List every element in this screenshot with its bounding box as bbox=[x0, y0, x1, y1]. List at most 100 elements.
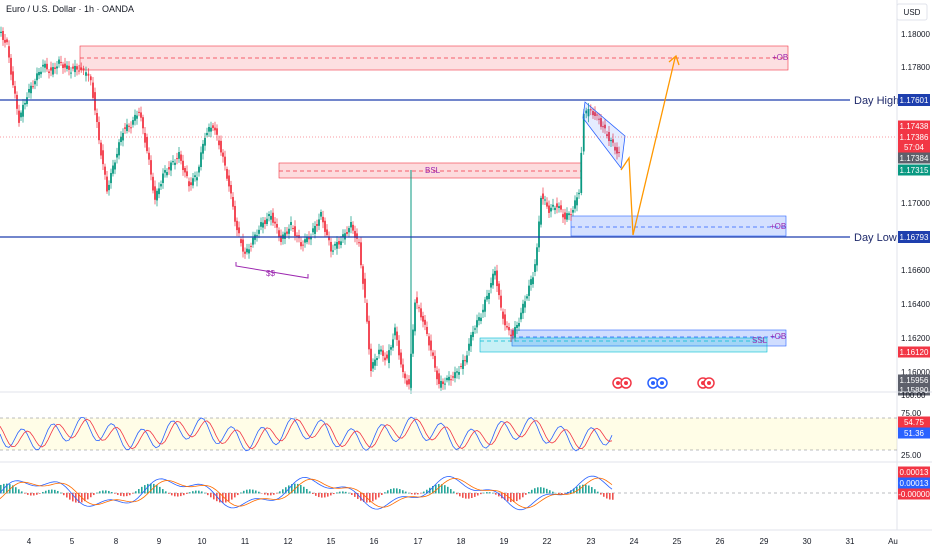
macd-histogram-bar bbox=[330, 493, 332, 496]
macd-histogram-bar bbox=[471, 493, 473, 499]
macd-histogram-bar bbox=[255, 490, 257, 494]
candle-body bbox=[618, 152, 620, 154]
rsi-value: 54.75 bbox=[904, 418, 925, 427]
candle-body bbox=[592, 111, 594, 116]
macd-histogram-bar bbox=[435, 484, 437, 494]
candle-body bbox=[522, 303, 524, 314]
candle-body bbox=[154, 186, 156, 200]
price-tag-value: 57:04 bbox=[904, 143, 925, 152]
macd-histogram-bar bbox=[42, 491, 44, 494]
key-level-value: 1.17601 bbox=[900, 96, 929, 105]
macd-histogram-bar bbox=[357, 493, 359, 499]
candle-body bbox=[520, 312, 522, 320]
y-tick-label: 1.17800 bbox=[901, 63, 930, 72]
macd-histogram-bar bbox=[405, 491, 407, 494]
macd-histogram-bar bbox=[198, 490, 200, 494]
candle-body bbox=[178, 152, 180, 159]
macd-histogram-bar bbox=[132, 493, 134, 494]
macd-histogram-bar bbox=[411, 493, 413, 495]
candle-body bbox=[554, 207, 556, 211]
macd-histogram-bar bbox=[168, 493, 170, 494]
candle-body bbox=[136, 115, 138, 119]
macd-value-tag bbox=[898, 477, 930, 489]
macd-histogram-bar bbox=[381, 493, 383, 495]
candle-body bbox=[70, 72, 72, 74]
macd-histogram-bar bbox=[507, 493, 509, 502]
candle-body bbox=[350, 222, 352, 228]
macd-histogram-bar bbox=[528, 491, 530, 494]
candle-body bbox=[274, 221, 276, 224]
candle-body bbox=[404, 373, 406, 379]
candle-body bbox=[232, 197, 234, 207]
x-tick-label: 4 bbox=[27, 537, 32, 546]
macd-histogram-bar bbox=[579, 485, 581, 494]
macd-value-tag bbox=[898, 466, 930, 478]
macd-histogram-bar bbox=[375, 493, 377, 500]
candle-body bbox=[446, 377, 448, 381]
candle-body bbox=[150, 160, 152, 175]
x-tick-label: 16 bbox=[370, 537, 379, 546]
macd-histogram-bar bbox=[321, 493, 323, 498]
key-level-label: Day High bbox=[854, 95, 899, 107]
candle-body bbox=[242, 239, 244, 252]
calendar-event-dot-icon bbox=[660, 381, 664, 385]
macd-histogram-bar bbox=[324, 493, 326, 498]
flag-channel bbox=[582, 101, 626, 170]
macd-histogram-bar bbox=[540, 487, 542, 494]
candle-body bbox=[416, 297, 418, 304]
candle-body bbox=[224, 156, 226, 166]
currency-box[interactable] bbox=[896, 3, 928, 21]
macd-signal-line bbox=[0, 477, 613, 509]
candle-body bbox=[110, 172, 112, 184]
price-tag bbox=[898, 141, 930, 153]
macd-histogram-bar bbox=[186, 493, 188, 494]
candle-body bbox=[508, 327, 510, 331]
macd-histogram-bar bbox=[258, 491, 260, 494]
candle-body bbox=[420, 308, 422, 318]
x-tick-label: 19 bbox=[500, 537, 509, 546]
candle-body bbox=[402, 364, 404, 373]
macd-histogram-bar bbox=[393, 488, 395, 494]
x-tick-label: 17 bbox=[414, 537, 423, 546]
candle-body bbox=[38, 72, 40, 76]
candle-body bbox=[246, 248, 248, 253]
calendar-event-dot-icon bbox=[651, 381, 655, 385]
price-tag bbox=[898, 152, 930, 164]
key-level-tag bbox=[898, 231, 930, 243]
macd-histogram-bar bbox=[48, 489, 50, 494]
macd-histogram-bar bbox=[246, 489, 248, 494]
x-tick-label: 30 bbox=[803, 537, 812, 546]
candle-body bbox=[348, 228, 350, 233]
zone-label: +OB bbox=[770, 222, 786, 231]
rsi-tick-label: 100.00 bbox=[901, 391, 926, 400]
macd-histogram-bar bbox=[306, 488, 308, 494]
candle-body bbox=[324, 220, 326, 232]
macd-histogram-bar bbox=[555, 492, 557, 494]
macd-histogram-bar bbox=[426, 489, 428, 494]
macd-histogram-bar bbox=[84, 493, 86, 502]
macd-histogram-bar bbox=[213, 493, 215, 500]
candle-body bbox=[434, 355, 436, 368]
macd-histogram-bar bbox=[483, 492, 485, 494]
candle-body bbox=[138, 111, 140, 113]
x-tick-label: 11 bbox=[241, 537, 250, 546]
candle-body bbox=[366, 302, 368, 322]
candle-body bbox=[360, 242, 362, 266]
candle-body bbox=[262, 222, 264, 228]
candle-body bbox=[20, 112, 22, 118]
macd-histogram-bar bbox=[291, 484, 293, 494]
macd-histogram-bar bbox=[174, 493, 176, 497]
macd-histogram-bar bbox=[372, 493, 374, 502]
candle-body bbox=[292, 227, 294, 229]
macd-histogram-bar bbox=[234, 493, 236, 498]
macd-histogram-bar bbox=[288, 485, 290, 494]
macd-histogram-bar bbox=[447, 486, 449, 494]
price-tag bbox=[898, 374, 930, 386]
candle-body bbox=[614, 146, 616, 151]
candle-body bbox=[585, 110, 588, 114]
macd-histogram-bar bbox=[66, 493, 68, 498]
candle-body bbox=[170, 162, 172, 171]
candle-body bbox=[94, 92, 96, 111]
candle-body bbox=[600, 118, 602, 127]
candle-body bbox=[432, 352, 434, 356]
